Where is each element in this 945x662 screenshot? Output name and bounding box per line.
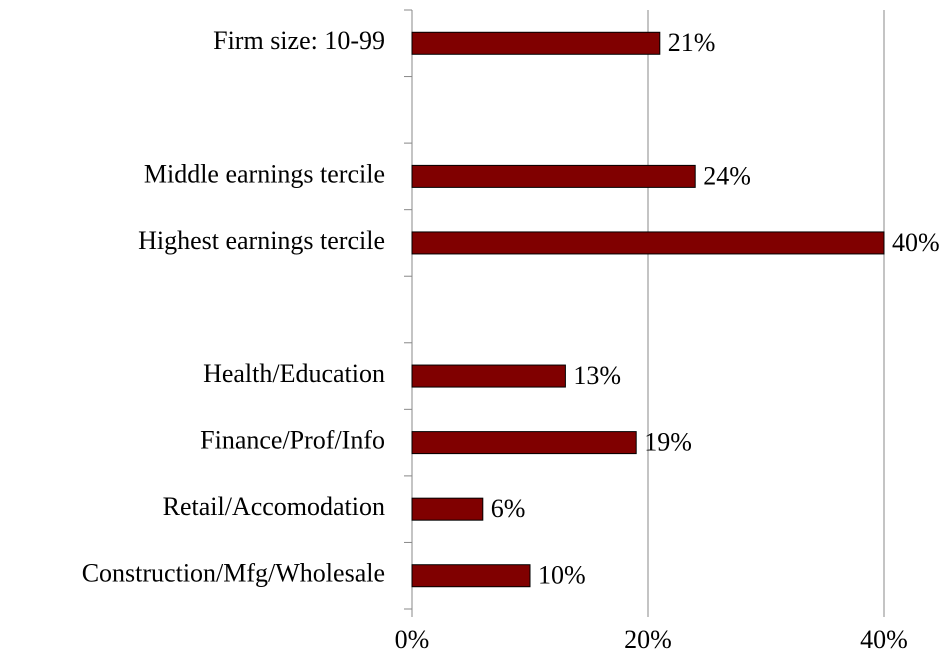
- y-tick-label: Firm size: 10-99: [213, 26, 385, 55]
- bar: [411, 31, 661, 55]
- bar: [411, 231, 885, 255]
- bar: [411, 564, 531, 588]
- x-tick-label: 40%: [860, 625, 908, 654]
- bar: [411, 497, 484, 521]
- y-tick-label: Retail/Accomodation: [163, 492, 385, 521]
- x-tick-label: 20%: [624, 625, 672, 654]
- data-label: 40%: [892, 228, 940, 257]
- bar: [411, 431, 637, 455]
- y-tick-label: Health/Education: [203, 359, 385, 388]
- data-label: 21%: [668, 28, 716, 57]
- data-label: 19%: [644, 428, 692, 457]
- data-label: 6%: [491, 494, 526, 523]
- y-tick-label: Construction/Mfg/Wholesale: [82, 559, 385, 588]
- bar: [411, 364, 566, 388]
- data-label: 24%: [703, 161, 751, 190]
- y-tick-label: Middle earnings tercile: [144, 159, 385, 188]
- bar: [411, 164, 696, 188]
- data-label: 10%: [538, 561, 586, 590]
- data-label: 13%: [573, 361, 621, 390]
- y-tick-label: Finance/Prof/Info: [200, 426, 385, 455]
- x-tick-label: 0%: [395, 625, 430, 654]
- y-tick-label: Highest earnings tercile: [138, 226, 385, 255]
